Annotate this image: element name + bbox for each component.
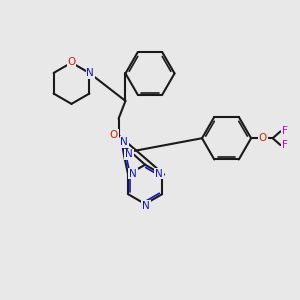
Text: N: N	[125, 149, 133, 159]
Text: N: N	[86, 68, 94, 78]
Text: O: O	[68, 57, 76, 67]
Text: N: N	[155, 169, 163, 178]
Text: F: F	[281, 126, 287, 136]
Text: O: O	[259, 133, 267, 143]
Text: N: N	[142, 201, 150, 211]
Text: N: N	[120, 137, 128, 147]
Text: F: F	[281, 140, 287, 150]
Text: O: O	[110, 130, 118, 140]
Text: N: N	[129, 169, 137, 178]
